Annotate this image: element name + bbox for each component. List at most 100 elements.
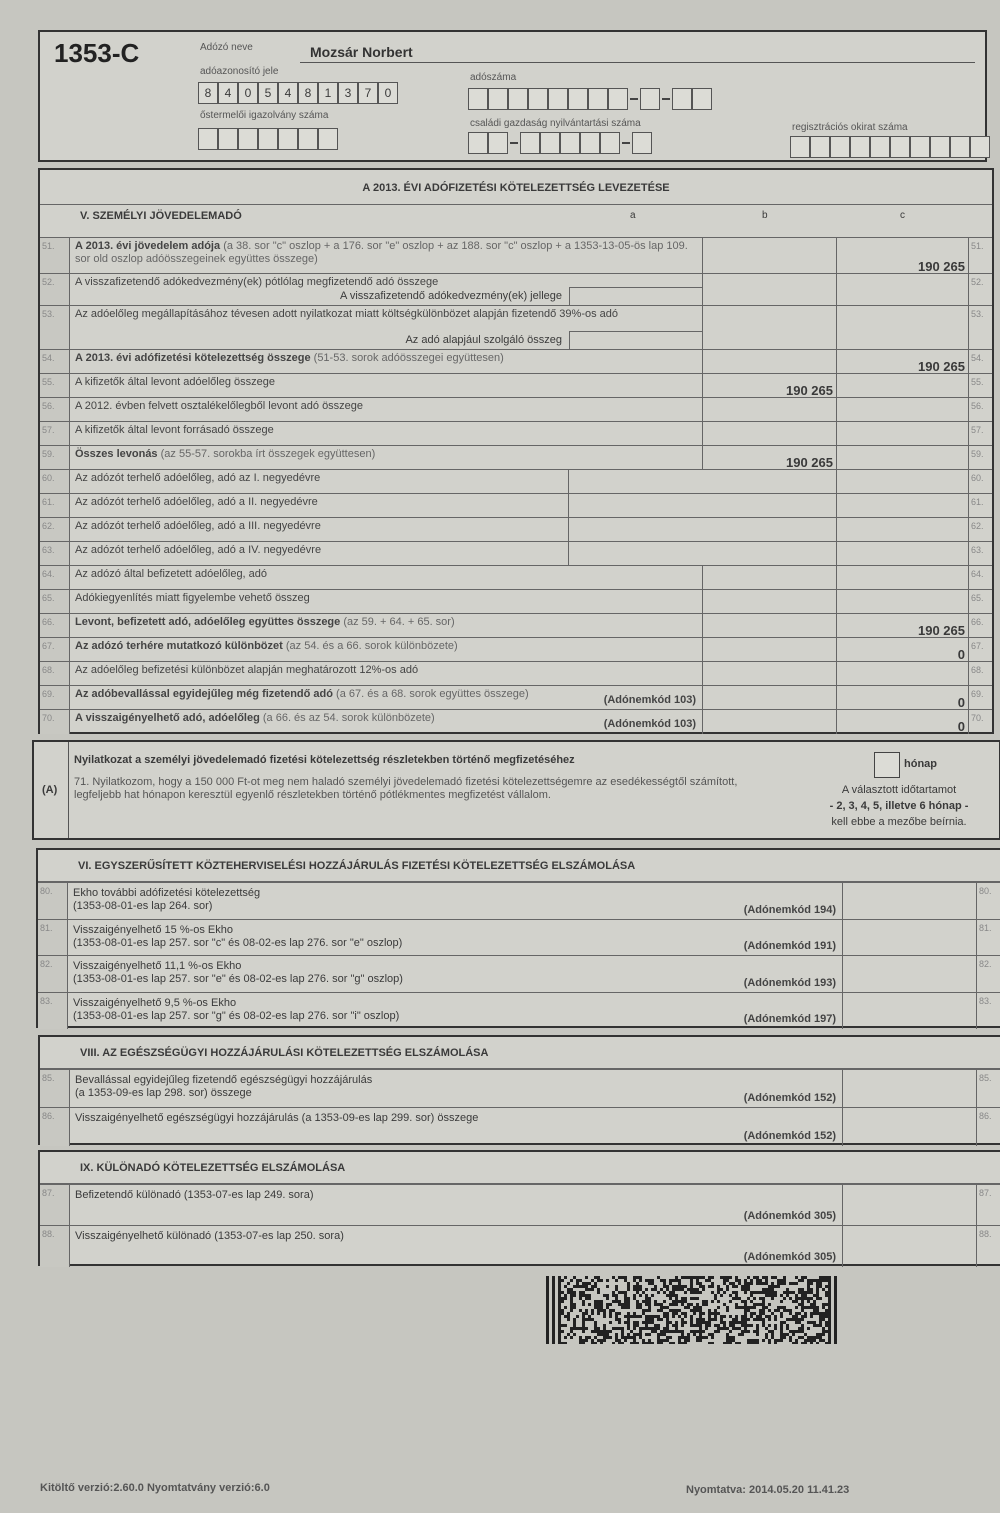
digit-cell[interactable]: 4 [278, 82, 298, 104]
digit-cell[interactable] [580, 132, 600, 154]
digit-cell[interactable] [218, 128, 238, 150]
digit-cell[interactable]: 3 [338, 82, 358, 104]
digit-cell[interactable]: 8 [298, 82, 318, 104]
digit-cell[interactable] [468, 88, 488, 110]
col-b-value[interactable] [702, 422, 836, 446]
col-c-value[interactable] [836, 662, 968, 686]
digit-cell[interactable] [850, 136, 870, 158]
digit-cell[interactable] [508, 88, 528, 110]
digit-cell[interactable] [278, 128, 298, 150]
producer-id-field[interactable] [198, 128, 338, 150]
amount-value[interactable] [842, 956, 976, 993]
digit-cell[interactable] [528, 88, 548, 110]
col-b-value[interactable] [702, 238, 836, 274]
digit-cell[interactable]: 0 [378, 82, 398, 104]
col-b-value[interactable] [702, 614, 836, 638]
col-b-value[interactable] [702, 350, 836, 374]
col-b-value[interactable] [702, 274, 836, 306]
col-c-value[interactable]: 190 265 [836, 614, 968, 638]
digit-cell[interactable] [548, 88, 568, 110]
col-b-value[interactable] [702, 710, 836, 734]
digit-cell[interactable] [568, 88, 588, 110]
months-input[interactable] [874, 752, 900, 778]
digit-cell[interactable] [692, 88, 712, 110]
digit-cell[interactable] [520, 132, 540, 154]
col-a-value[interactable] [568, 470, 702, 494]
taxnum-field[interactable] [468, 88, 712, 110]
col-c-value[interactable] [836, 470, 968, 494]
digit-cell[interactable] [540, 132, 560, 154]
col-a-value[interactable] [568, 494, 702, 518]
digit-cell[interactable] [950, 136, 970, 158]
col-c-value[interactable] [836, 494, 968, 518]
col-c-value[interactable] [836, 446, 968, 470]
col-c-value[interactable]: 0 [836, 686, 968, 710]
digit-cell[interactable] [632, 132, 652, 154]
col-b-value[interactable]: 190 265 [702, 374, 836, 398]
col-c-value[interactable] [836, 590, 968, 614]
amount-value[interactable] [842, 883, 976, 920]
col-c-value[interactable] [836, 374, 968, 398]
digit-cell[interactable] [970, 136, 990, 158]
col-b-value[interactable] [702, 686, 836, 710]
amount-value[interactable] [842, 1185, 976, 1226]
digit-cell[interactable]: 4 [218, 82, 238, 104]
amount-value[interactable] [842, 1108, 976, 1146]
amount-value[interactable] [842, 992, 976, 1029]
sub-input[interactable] [569, 287, 702, 306]
digit-cell[interactable]: 1 [318, 82, 338, 104]
col-b-value[interactable] [702, 662, 836, 686]
digit-cell[interactable] [198, 128, 218, 150]
digit-cell[interactable] [468, 132, 488, 154]
col-c-value[interactable]: 190 265 [836, 238, 968, 274]
digit-cell[interactable] [930, 136, 950, 158]
digit-cell[interactable]: 7 [358, 82, 378, 104]
col-b-value[interactable] [702, 590, 836, 614]
amount-value[interactable] [842, 919, 976, 956]
digit-cell[interactable] [488, 88, 508, 110]
col-c-value[interactable] [836, 422, 968, 446]
col-b-value[interactable] [702, 398, 836, 422]
col-a-value[interactable] [568, 542, 702, 566]
reg-field[interactable] [790, 136, 990, 158]
digit-cell[interactable]: 8 [198, 82, 218, 104]
digit-cell[interactable] [640, 88, 660, 110]
digit-cell[interactable] [258, 128, 278, 150]
digit-cell[interactable] [560, 132, 580, 154]
digit-cell[interactable]: 0 [238, 82, 258, 104]
amount-value[interactable] [842, 1226, 976, 1267]
col-b-value[interactable]: 190 265 [702, 446, 836, 470]
digit-cell[interactable] [890, 136, 910, 158]
digit-cell[interactable] [608, 88, 628, 110]
col-c-value[interactable] [836, 566, 968, 590]
family-farm-field[interactable] [468, 132, 652, 154]
col-c-value[interactable] [836, 518, 968, 542]
digit-cell[interactable] [238, 128, 258, 150]
digit-cell[interactable] [672, 88, 692, 110]
digit-cell[interactable]: 5 [258, 82, 278, 104]
digit-cell[interactable] [910, 136, 930, 158]
col-c-value[interactable] [836, 274, 968, 306]
digit-cell[interactable] [588, 88, 608, 110]
col-c-value[interactable] [836, 398, 968, 422]
col-c-value[interactable]: 190 265 [836, 350, 968, 374]
col-b-value[interactable] [702, 306, 836, 350]
col-c-value[interactable]: 0 [836, 638, 968, 662]
digit-cell[interactable] [810, 136, 830, 158]
col-c-value[interactable]: 0 [836, 710, 968, 734]
amount-value[interactable] [842, 1070, 976, 1108]
digit-cell[interactable] [870, 136, 890, 158]
digit-cell[interactable] [790, 136, 810, 158]
col-b-value[interactable] [702, 566, 836, 590]
col-b-value[interactable] [702, 638, 836, 662]
digit-cell[interactable] [298, 128, 318, 150]
col-a-value[interactable] [568, 518, 702, 542]
sub-input[interactable] [569, 331, 702, 350]
digit-cell[interactable] [600, 132, 620, 154]
digit-cell[interactable] [830, 136, 850, 158]
digit-cell[interactable] [318, 128, 338, 150]
digit-cell[interactable] [488, 132, 508, 154]
col-c-value[interactable] [836, 306, 968, 350]
col-c-value[interactable] [836, 542, 968, 566]
